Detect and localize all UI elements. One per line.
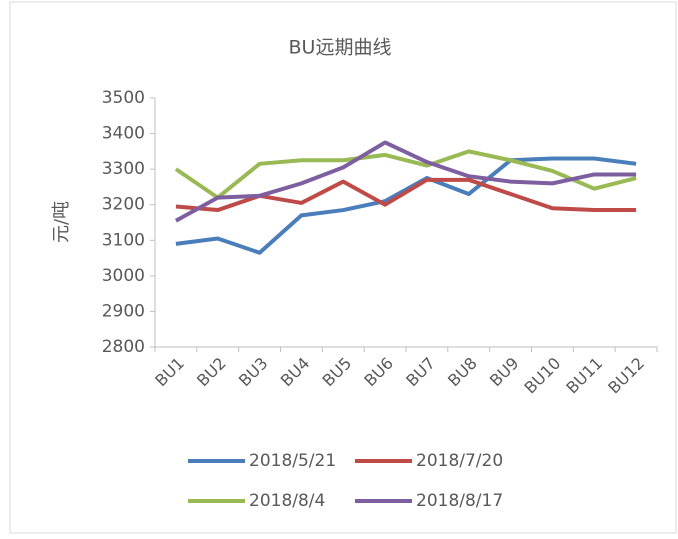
legend-label: 2018/8/4 [249,491,325,511]
y-tick-label: 3100 [102,230,145,250]
series-line [174,140,637,223]
chart-title: BU远期曲线 [289,37,392,59]
legend-label: 2018/7/20 [416,451,503,471]
y-tick-label: 3300 [102,159,145,179]
series-line [175,177,637,213]
legend-label: 2018/8/17 [416,491,503,511]
y-axis-label: 元/吨 [51,201,72,243]
y-tick-label: 3500 [102,88,145,108]
legend-label: 2018/5/21 [249,451,336,471]
y-tick-label: 3200 [102,195,145,215]
chart-border [9,1,677,534]
y-tick-label: 3000 [102,266,145,286]
series-line [175,156,637,255]
y-tick-label: 2900 [102,301,145,321]
y-tick-label: 3400 [102,124,145,144]
y-tick-label: 2800 [102,337,145,357]
series-line [174,149,637,200]
